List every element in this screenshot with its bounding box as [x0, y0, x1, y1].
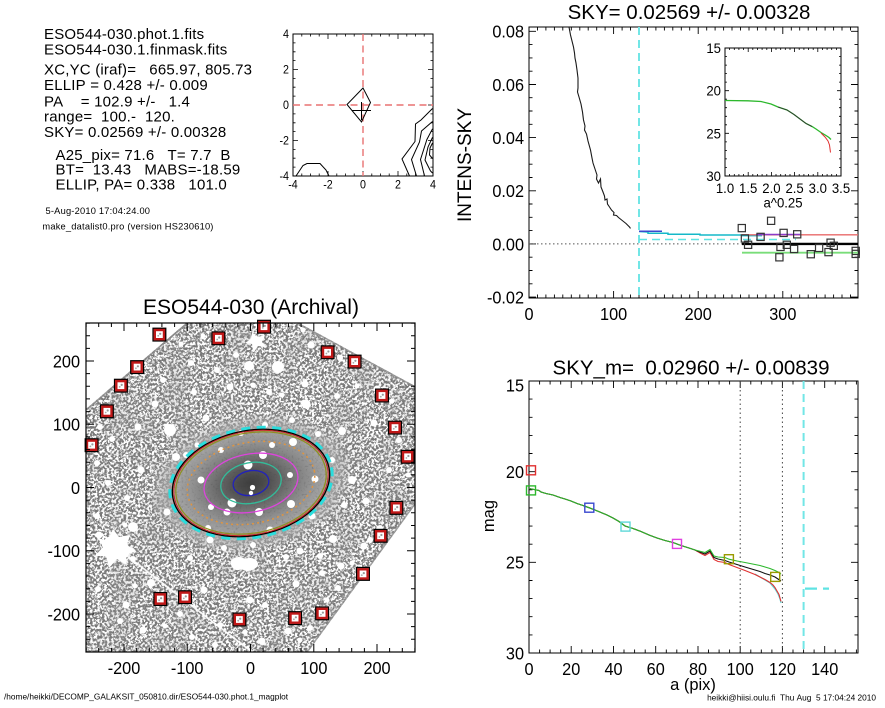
- svg-text:ELLIP, PA= 0.338 101.0: ELLIP, PA= 0.338 101.0: [56, 177, 227, 194]
- svg-text:-200: -200: [108, 658, 141, 678]
- svg-text:0: 0: [246, 658, 255, 678]
- svg-text:3.0: 3.0: [809, 181, 828, 196]
- svg-text:100: 100: [727, 659, 754, 679]
- svg-text:-100: -100: [171, 658, 204, 678]
- svg-text:15: 15: [706, 41, 721, 56]
- svg-text:0: 0: [524, 304, 533, 324]
- svg-text:2: 2: [283, 64, 289, 76]
- svg-text:20: 20: [506, 463, 524, 483]
- svg-text:30: 30: [706, 169, 721, 184]
- svg-text:SKY_m= 0.02960 +/- 0.00839: SKY_m= 0.02960 +/- 0.00839: [553, 357, 830, 380]
- svg-text:0: 0: [360, 179, 366, 191]
- svg-text:300: 300: [769, 304, 796, 324]
- svg-text:20: 20: [706, 83, 721, 98]
- svg-text:0: 0: [524, 659, 533, 679]
- svg-text:-2: -2: [323, 179, 333, 191]
- svg-text:100: 100: [53, 415, 80, 435]
- svg-text:a^0.25: a^0.25: [763, 195, 802, 210]
- svg-text:heikki@hiisi.oulu.fi Thu Aug: heikki@hiisi.oulu.fi Thu Aug 5 17:04:24 …: [707, 693, 876, 703]
- svg-text:5-Aug-2010 17:04:24.00: 5-Aug-2010 17:04:24.00: [46, 206, 151, 216]
- svg-text:ESO544-030.phot.1.fits: ESO544-030.phot.1.fits: [44, 26, 204, 43]
- svg-text:BT= 13.43 MABS=-18.59: BT= 13.43 MABS=-18.59: [56, 162, 241, 179]
- svg-text:0.08: 0.08: [492, 22, 524, 42]
- svg-text:4: 4: [430, 179, 436, 191]
- svg-text:2.5: 2.5: [785, 181, 803, 196]
- svg-text:100: 100: [300, 658, 327, 678]
- svg-text:XC,YC (iraf)= 665.97, 805.73: XC,YC (iraf)= 665.97, 805.73: [44, 62, 252, 79]
- svg-text:-4: -4: [279, 171, 289, 183]
- svg-text:0: 0: [283, 100, 289, 112]
- svg-text:-2: -2: [279, 135, 289, 147]
- svg-text:20: 20: [562, 659, 580, 679]
- svg-text:25: 25: [506, 553, 524, 573]
- svg-text:-100: -100: [47, 542, 80, 562]
- svg-text:25: 25: [706, 126, 721, 141]
- svg-text:2: 2: [395, 179, 401, 191]
- svg-text:40: 40: [604, 659, 622, 679]
- svg-text:A25_pix= 71.6 T= 7.7 B: A25_pix= 71.6 T= 7.7 B: [56, 147, 231, 164]
- svg-text:15: 15: [506, 376, 524, 396]
- svg-text:1.5: 1.5: [739, 181, 757, 196]
- svg-text:140: 140: [811, 659, 838, 679]
- svg-text:-4: -4: [288, 179, 298, 191]
- svg-text:0: 0: [71, 478, 80, 498]
- svg-text:a (pix): a (pix): [670, 676, 716, 694]
- svg-text:ELLIP = 0.428 +/- 0.009: ELLIP = 0.428 +/- 0.009: [44, 77, 208, 94]
- svg-text:200: 200: [53, 352, 80, 372]
- svg-text:SKY= 0.02569 +/- 0.00328: SKY= 0.02569 +/- 0.00328: [44, 124, 226, 141]
- svg-text:mag: mag: [480, 500, 498, 532]
- svg-text:200: 200: [685, 304, 712, 324]
- svg-text:PA = 102.9 +/- 1.4: PA = 102.9 +/- 1.4: [44, 93, 190, 110]
- svg-text:80: 80: [689, 659, 707, 679]
- svg-text:ESO544-030.1.finmask.fits: ESO544-030.1.finmask.fits: [44, 42, 227, 59]
- svg-text:-200: -200: [47, 605, 80, 625]
- svg-text:120: 120: [769, 659, 796, 679]
- svg-text:4: 4: [283, 29, 289, 41]
- svg-text:ESO544-030 (Archival): ESO544-030 (Archival): [143, 296, 359, 319]
- svg-text:0.06: 0.06: [492, 75, 524, 95]
- svg-text:60: 60: [647, 659, 665, 679]
- svg-text:2.0: 2.0: [762, 181, 781, 196]
- svg-text:0.04: 0.04: [492, 128, 524, 148]
- svg-text:INTENS-SKY: INTENS-SKY: [455, 108, 476, 222]
- svg-text:30: 30: [506, 644, 524, 664]
- svg-text:3.5: 3.5: [832, 181, 850, 196]
- svg-text:100: 100: [600, 304, 627, 324]
- svg-text:make_datalist0.pro (version HS: make_datalist0.pro (version HS230610): [42, 221, 213, 231]
- svg-text:SKY= 0.02569 +/- 0.00328: SKY= 0.02569 +/- 0.00328: [568, 1, 811, 24]
- svg-text:200: 200: [363, 658, 390, 678]
- svg-text:0.00: 0.00: [492, 235, 524, 255]
- svg-text:0.02: 0.02: [492, 182, 524, 202]
- svg-text:1.0: 1.0: [716, 181, 735, 196]
- svg-text:/home/heikki/DECOMP_GALAKSIT_0: /home/heikki/DECOMP_GALAKSIT_050810.dir/…: [4, 692, 289, 702]
- svg-text:range= 100.- 120.: range= 100.- 120.: [44, 108, 175, 125]
- svg-text:-0.02: -0.02: [487, 288, 524, 308]
